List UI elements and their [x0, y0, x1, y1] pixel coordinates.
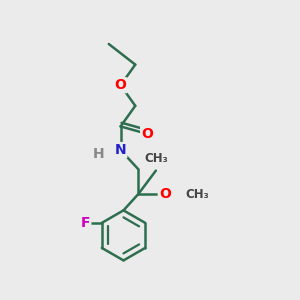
Text: O: O	[159, 187, 171, 201]
Text: H: H	[93, 147, 104, 161]
Text: F: F	[81, 216, 90, 230]
Text: CH₃: CH₃	[185, 188, 209, 201]
Text: N: N	[115, 143, 126, 157]
Text: CH₃: CH₃	[144, 152, 168, 165]
Text: O: O	[115, 78, 127, 92]
Text: O: O	[141, 127, 153, 141]
